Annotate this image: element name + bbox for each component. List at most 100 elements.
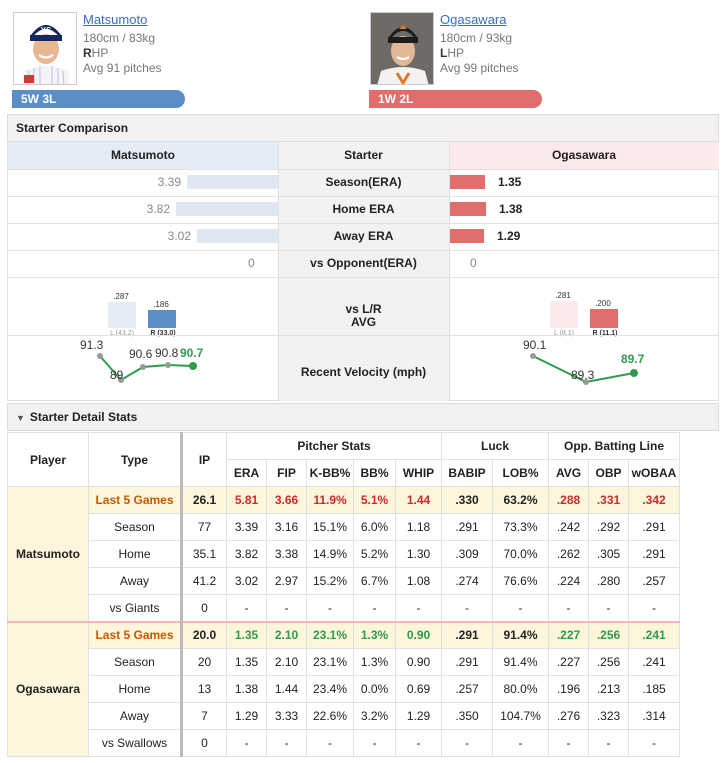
lr-avg-label: vs L/R AVG xyxy=(278,287,449,344)
stat-cell: 11.9% xyxy=(306,486,354,514)
stat-cell: .227 xyxy=(548,648,589,676)
cmp-right-value: 0 xyxy=(470,256,477,270)
lr-left-l-bar xyxy=(108,302,136,328)
velo-left-v5: 90.7 xyxy=(180,346,204,360)
table-row: vs Swallows 0- - - - - - - - - - xyxy=(8,729,680,757)
stat-cell: .291 xyxy=(441,620,493,649)
stat-cell: 2.10 xyxy=(266,620,307,649)
stat-cell: - xyxy=(353,594,396,622)
th-type: Type xyxy=(88,432,182,487)
stat-cell: 0.0% xyxy=(353,675,396,703)
home-record-bar: 5W 3L xyxy=(12,90,185,108)
velo-left-point xyxy=(118,377,124,383)
stat-cell: 1.18 xyxy=(395,513,442,541)
cmp-left-bar xyxy=(187,175,278,189)
velo-left-point xyxy=(189,362,197,370)
type-cell: Home xyxy=(88,540,182,568)
velo-right-point xyxy=(630,369,638,377)
th-col-bb-: BB% xyxy=(353,459,396,487)
velo-left-point xyxy=(140,364,146,370)
stat-cell: 104.7% xyxy=(492,702,549,730)
starter-detail-header[interactable]: ▼ Starter Detail Stats xyxy=(7,403,719,431)
cmp-left-value: 0 xyxy=(248,256,255,270)
type-cell: Home xyxy=(88,675,182,703)
stat-cell: - xyxy=(306,729,354,757)
stat-cell: .291 xyxy=(441,513,493,541)
velo-right-v1: 90.1 xyxy=(523,338,547,352)
velo-chart-right xyxy=(530,353,638,385)
stat-cell: 1.44 xyxy=(395,486,442,514)
lr-left-l-avg: .287 xyxy=(113,292,129,301)
stat-cell: 1.29 xyxy=(395,702,442,730)
svg-text:YS: YS xyxy=(41,26,52,35)
stat-cell: - xyxy=(353,729,396,757)
stat-cell: 3.82 xyxy=(226,540,267,568)
stat-cell: 20.0 xyxy=(180,620,227,649)
lr-right-l-avg: .281 xyxy=(555,291,571,300)
collapse-triangle-icon[interactable]: ▼ xyxy=(16,413,25,423)
home-pitcher-avg-pitches: Avg 91 pitches xyxy=(83,61,162,75)
table-row: vs Giants 0- - - - - - - - - - xyxy=(8,594,680,622)
stat-cell: 3.66 xyxy=(266,486,307,514)
th-col-era: ERA xyxy=(226,459,267,487)
away-record-label: 1W 2L xyxy=(378,92,414,106)
stat-cell: - xyxy=(226,729,267,757)
lr-right-r-avg: .200 xyxy=(595,299,611,308)
away-pitcher-name-link[interactable]: Ogasawara xyxy=(440,12,507,27)
stat-cell: .305 xyxy=(588,540,629,568)
velo-right-v2: 89.3 xyxy=(571,368,595,382)
stat-cell: .314 xyxy=(628,702,680,730)
lr-right-r-bar xyxy=(590,309,618,328)
cmp-right-bar xyxy=(450,202,486,216)
stat-cell: 3.2% xyxy=(353,702,396,730)
lr-right-l-bar xyxy=(550,301,578,328)
type-cell: Away xyxy=(88,702,182,730)
th-col-whip: WHIP xyxy=(395,459,442,487)
stat-cell: 77 xyxy=(180,513,227,541)
cmp-row-label: Home ERA xyxy=(278,196,449,223)
stat-cell: 7 xyxy=(180,702,227,730)
stat-cell: .241 xyxy=(628,648,680,676)
stat-cell: 23.1% xyxy=(306,620,354,649)
stat-cell: - xyxy=(306,594,354,622)
away-pitcher-photo xyxy=(370,12,434,85)
lr-label-line2: AVG xyxy=(350,315,377,329)
stat-cell: .288 xyxy=(548,486,589,514)
table-row: Ogasawara Last 5 Games 20.0 1.35 2.10 23.1% 1.… xyxy=(7,620,680,757)
stat-cell: 1.3% xyxy=(353,620,396,649)
table-row: Season 20 1.35 2.10 23.1% 1.3% 0.90.291 91.4% .2… xyxy=(8,648,680,676)
home-pitcher-name-link[interactable]: Matsumoto xyxy=(83,12,148,27)
type-cell: Last 5 Games xyxy=(88,486,182,514)
stat-cell: 23.1% xyxy=(306,648,354,676)
stat-cell: .330 xyxy=(441,486,493,514)
th-ip: IP xyxy=(180,432,227,487)
stat-cell: 70.0% xyxy=(492,540,549,568)
stat-cell: 13 xyxy=(180,675,227,703)
stat-cell: .185 xyxy=(628,675,680,703)
velo-left-v2: 89 xyxy=(110,368,124,382)
stat-cell: .292 xyxy=(588,513,629,541)
type-cell: Season xyxy=(88,513,182,541)
stat-cell: 73.3% xyxy=(492,513,549,541)
table-row: Home 13 1.38 1.44 23.4% 0.0% 0.69.257 80.0% .196… xyxy=(8,675,680,703)
player-name-cell: Ogasawara xyxy=(7,620,89,757)
type-cell: vs Swallows xyxy=(88,729,182,757)
stat-cell: 80.0% xyxy=(492,675,549,703)
stat-cell: .276 xyxy=(548,702,589,730)
lr-right-r-sub: R (11.1) xyxy=(592,330,618,337)
starter-detail-title: Starter Detail Stats xyxy=(29,410,138,424)
lr-left-r-sub: R (33.0) xyxy=(150,330,176,337)
stat-cell: - xyxy=(492,594,549,622)
home-pitcher-hand: RHP xyxy=(83,46,109,60)
away-pitcher-avg-pitches: Avg 99 pitches xyxy=(440,61,519,75)
stat-cell: - xyxy=(548,594,589,622)
home-record-label: 5W 3L xyxy=(21,92,57,106)
stat-cell: 91.4% xyxy=(492,648,549,676)
stat-cell: .274 xyxy=(441,567,493,595)
stat-cell: 23.4% xyxy=(306,675,354,703)
table-row: Away 41.2 3.02 2.97 15.2% 6.7% 1.08.274 76.6% .2… xyxy=(8,567,680,595)
th-opp-batting: Opp. Batting Line xyxy=(548,432,680,460)
stat-cell: .213 xyxy=(588,675,629,703)
cmp-right-bar xyxy=(450,229,484,243)
stat-cell: .350 xyxy=(441,702,493,730)
